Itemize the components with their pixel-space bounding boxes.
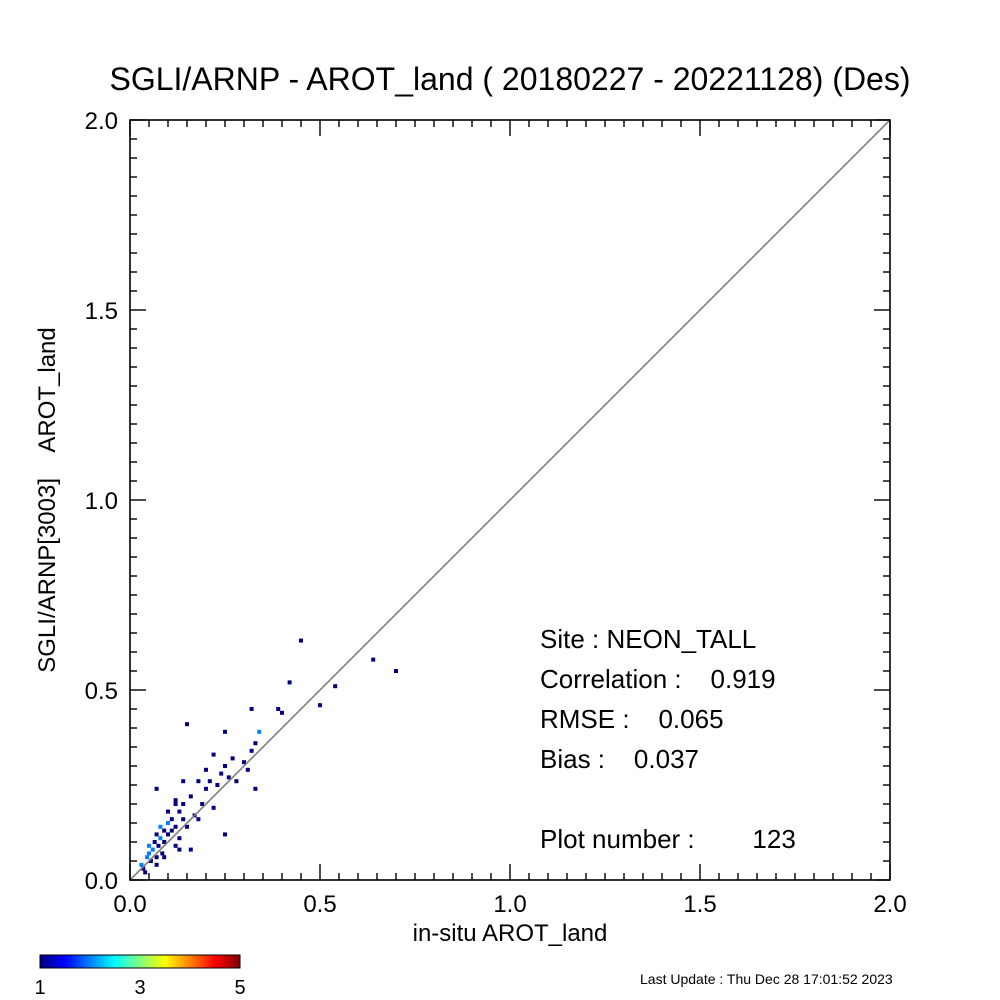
data-cell	[166, 821, 170, 825]
data-cell	[253, 786, 258, 791]
stat-correlation: Correlation : 0.919	[540, 664, 776, 694]
data-cell	[148, 859, 153, 863]
y-tick-label-3: 1.5	[85, 298, 118, 325]
data-cell	[181, 779, 186, 784]
data-cell	[169, 828, 174, 833]
data-cell	[139, 862, 144, 867]
y-tick-label-1: 0.5	[85, 678, 118, 705]
data-cell	[223, 729, 227, 734]
data-cell	[204, 767, 208, 772]
data-cell	[249, 707, 254, 711]
x-tick-label-3: 1.5	[683, 891, 716, 918]
data-cell	[245, 767, 250, 772]
data-cell	[257, 729, 262, 734]
data-cell	[160, 851, 165, 856]
colorbar-min-label: 1	[34, 977, 45, 999]
data-cell	[173, 798, 178, 803]
data-cell	[223, 832, 227, 837]
data-cell	[371, 657, 376, 662]
x-tick-label-0: 0.0	[113, 891, 146, 918]
data-cell	[200, 802, 205, 806]
data-cell	[154, 832, 159, 837]
chart-title: SGLI/ARNP - AROT_land ( 20180227 - 20221…	[109, 61, 910, 97]
data-cell	[185, 824, 189, 829]
stat-plot-number: Plot number : 123	[540, 824, 796, 854]
data-cell	[162, 828, 167, 833]
data-cell	[215, 783, 220, 787]
data-cell	[173, 843, 178, 848]
data-cell	[394, 669, 398, 673]
data-cells	[139, 638, 398, 875]
data-cell	[249, 748, 254, 753]
data-cell	[147, 843, 151, 848]
stat-site: Site : NEON_TALL	[540, 624, 756, 654]
x-tick-label-2: 1.0	[493, 891, 526, 918]
one-to-one-line	[129, 119, 891, 881]
data-cell	[177, 809, 182, 814]
data-cell	[188, 794, 193, 799]
data-cell	[156, 843, 161, 848]
x-tick-label-4: 2.0	[873, 891, 906, 918]
data-cell	[173, 824, 178, 829]
data-cell	[207, 779, 212, 784]
data-cell	[223, 764, 227, 768]
data-cell	[211, 805, 216, 810]
data-cell	[162, 840, 167, 844]
data-cell	[166, 809, 170, 814]
data-cell	[145, 855, 150, 860]
data-cell	[318, 703, 322, 708]
data-cell	[333, 684, 338, 689]
data-cell	[150, 847, 155, 852]
data-cell	[287, 680, 292, 685]
data-cell	[152, 840, 157, 844]
colorbar-mid-label: 3	[134, 977, 145, 999]
data-cell	[280, 710, 284, 715]
data-cell	[147, 851, 151, 856]
data-cell	[166, 832, 170, 837]
y-axis-label: SGLI/ARNP[3003] AROT_land	[34, 327, 61, 673]
data-cell	[196, 817, 201, 822]
y-tick-label-2: 1.0	[85, 488, 118, 515]
data-cell	[188, 847, 193, 852]
y-tick-label-4: 2.0	[85, 108, 118, 135]
stat-bias: Bias : 0.037	[540, 744, 699, 774]
data-cell	[177, 847, 182, 852]
data-cell	[169, 817, 174, 822]
data-cell	[173, 802, 178, 806]
data-cell	[196, 779, 201, 784]
x-axis-label: in-situ AROT_land	[413, 920, 608, 947]
data-cell	[154, 855, 159, 860]
data-cell	[143, 870, 148, 875]
data-cell	[276, 707, 281, 711]
x-tick-label-1: 0.5	[303, 891, 336, 918]
colorbar-max-label: 5	[234, 977, 245, 999]
data-cell	[185, 722, 189, 727]
stat-rmse: RMSE : 0.065	[540, 704, 724, 734]
data-cell	[181, 802, 186, 806]
data-cell	[242, 760, 246, 765]
data-cell	[181, 817, 186, 822]
data-cell	[226, 775, 231, 780]
data-cell	[154, 862, 159, 867]
data-cell	[253, 741, 258, 746]
data-cell	[141, 866, 146, 871]
data-cell	[299, 638, 303, 643]
data-cell	[162, 855, 167, 860]
axis-ticks	[129, 119, 891, 881]
data-cell	[154, 786, 159, 791]
data-cell	[177, 836, 182, 841]
data-cell	[158, 836, 163, 841]
data-cell	[234, 779, 239, 784]
data-cell	[230, 756, 235, 761]
data-cell	[158, 824, 163, 829]
last-update: Last Update : Thu Dec 28 17:01:52 2023	[640, 971, 893, 987]
data-cell	[211, 752, 216, 757]
colorbar	[39, 954, 241, 969]
y-tick-label-0: 0.0	[85, 868, 118, 895]
data-cell	[219, 771, 224, 776]
data-cell	[204, 786, 208, 791]
